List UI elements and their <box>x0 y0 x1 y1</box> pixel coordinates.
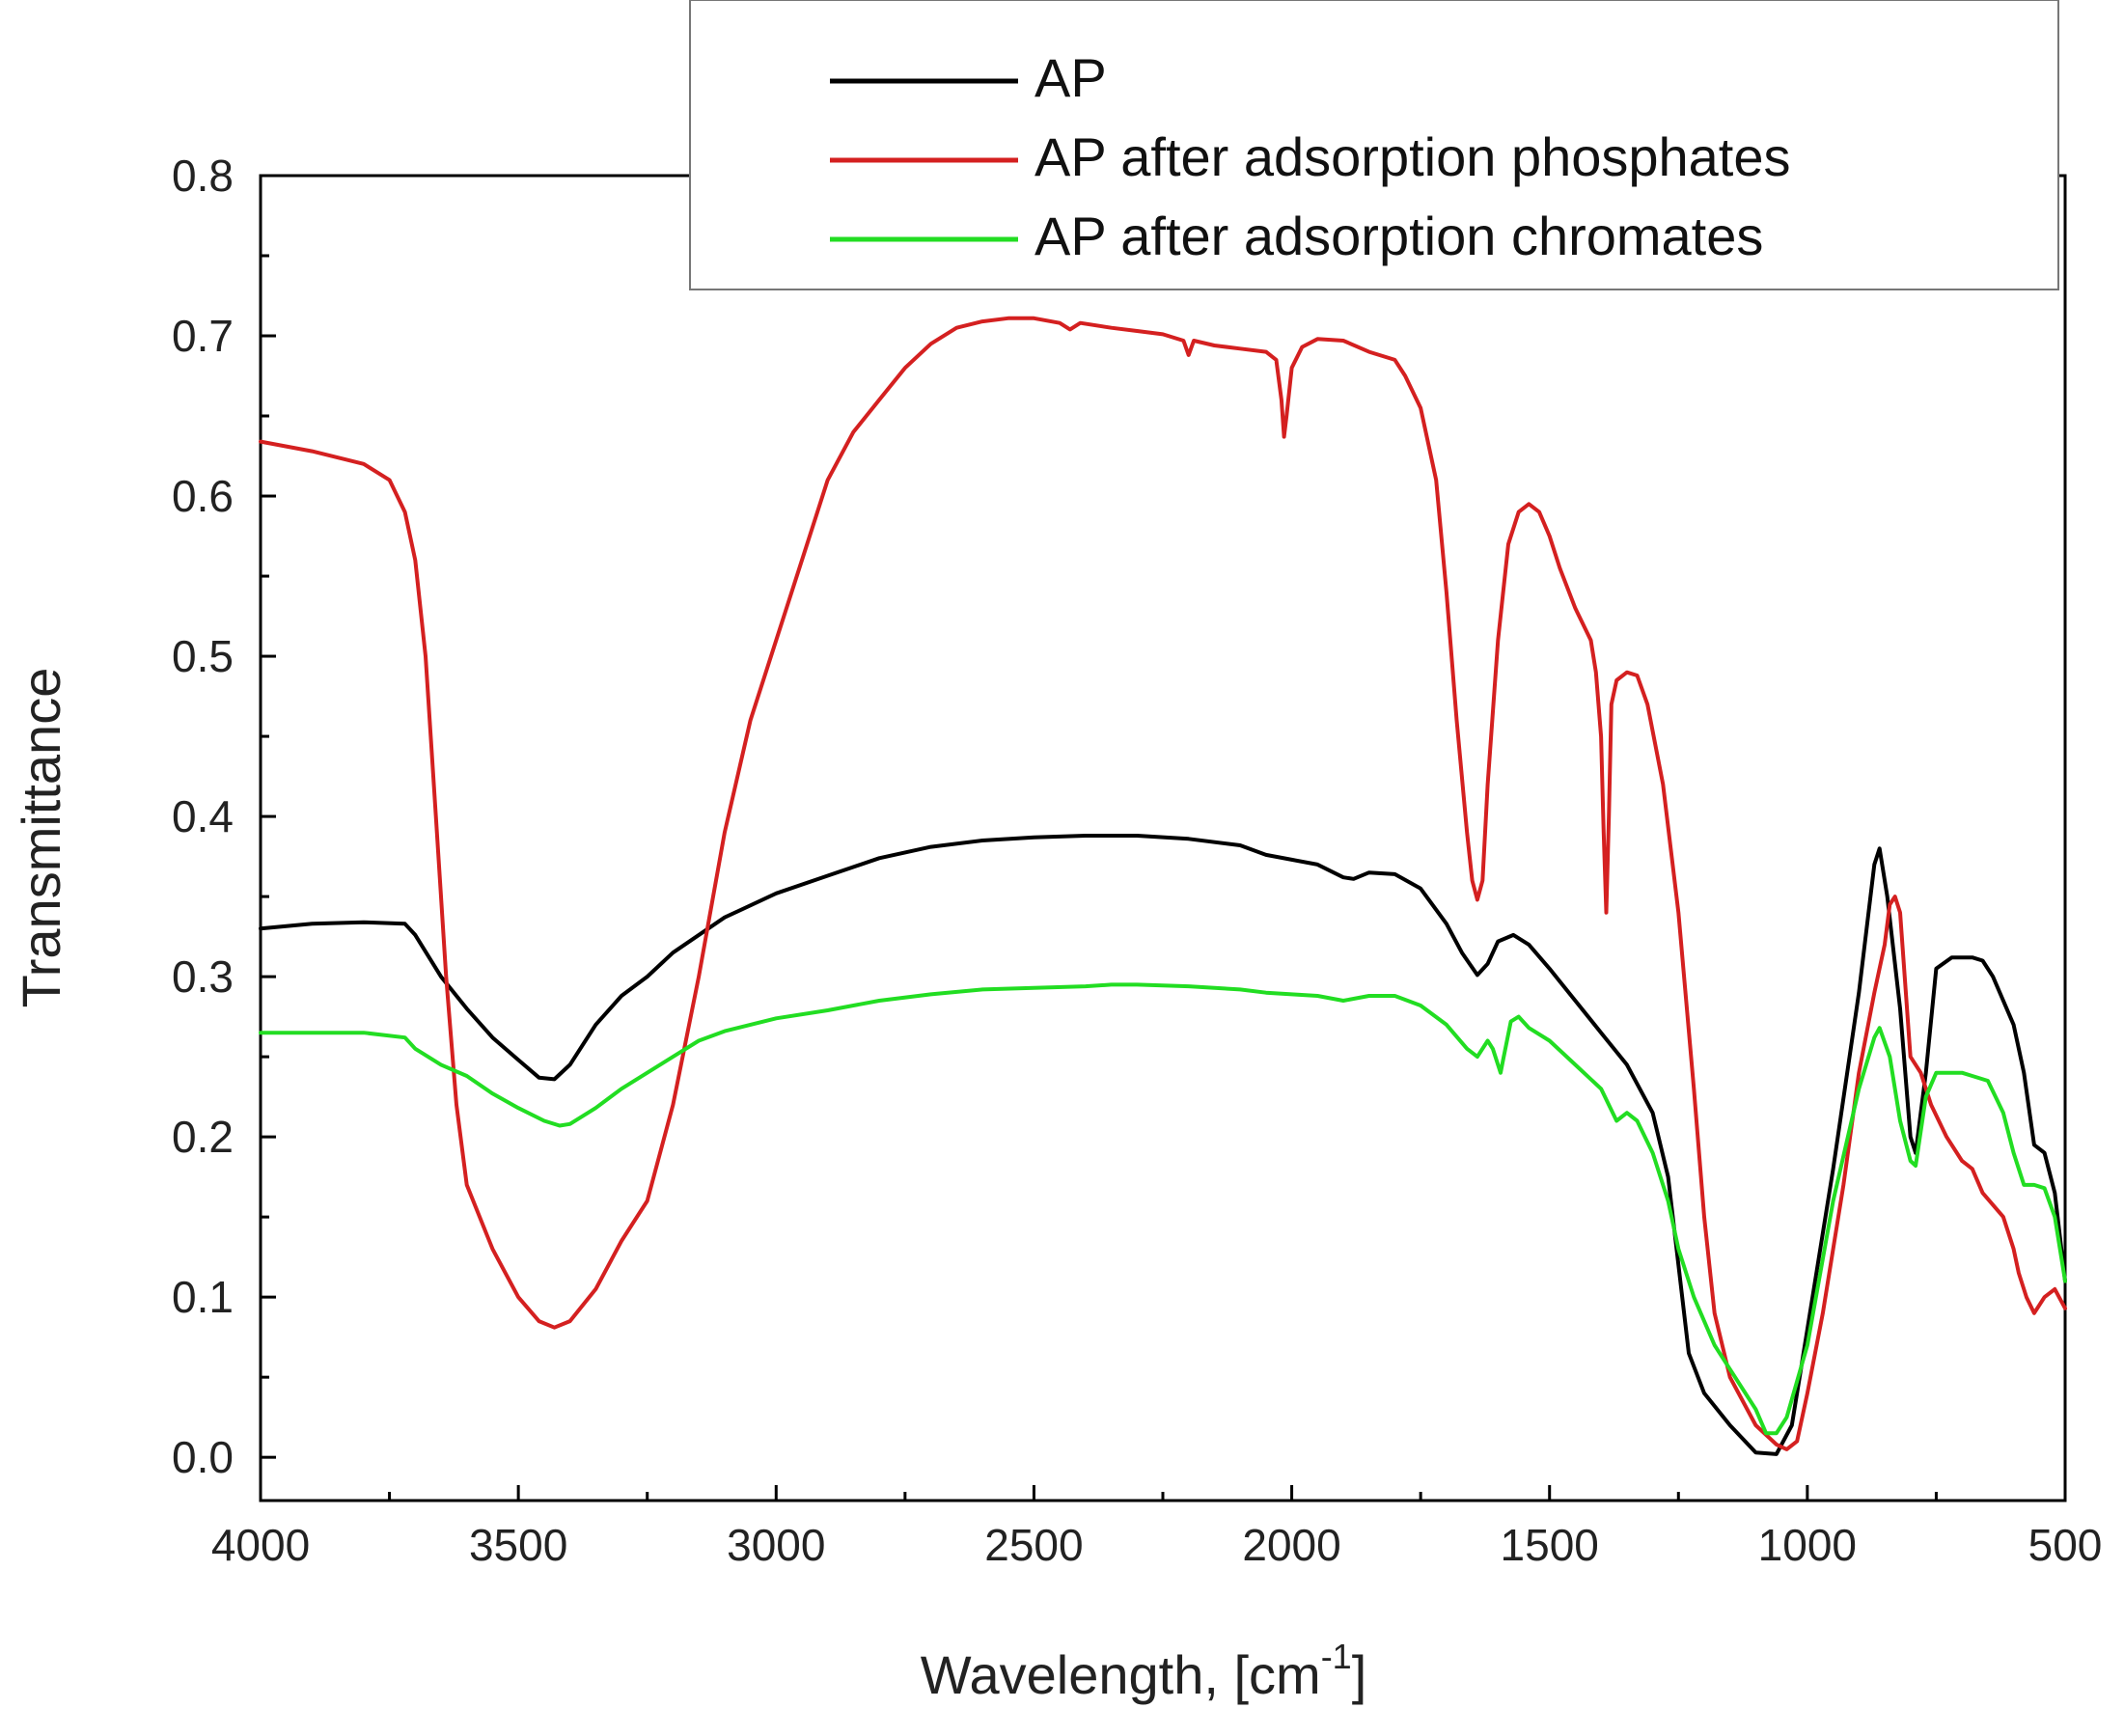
x-axis-label: Wavelength, [cm-1] <box>921 1637 1367 1705</box>
y-tick-label: 0.4 <box>172 791 234 841</box>
series-line-1 <box>259 834 2067 1456</box>
x-tick-label: 3500 <box>469 1520 567 1570</box>
y-axis-label: Transmittance <box>11 668 71 1008</box>
x-axis-ticks: 4000 3500 3000 2500 2000 1500 1000 500 <box>211 1485 2103 1570</box>
y-tick-label: 0.6 <box>172 471 234 521</box>
series-line-3 <box>259 982 2067 1436</box>
y-tick-label: 0.5 <box>172 631 234 681</box>
y-tick-label: 0.7 <box>172 311 234 361</box>
x-tick-label: 2000 <box>1242 1520 1340 1570</box>
x-axis-label-suffix: ] <box>1352 1644 1367 1705</box>
y-tick-label: 0.1 <box>172 1272 234 1322</box>
y-tick-label: 0.0 <box>172 1432 234 1482</box>
x-tick-label: 4000 <box>211 1520 310 1570</box>
legend-label-3: AP after adsorption chromates <box>1034 206 1763 266</box>
x-tick-label: 500 <box>2028 1520 2103 1570</box>
x-tick-label: 3000 <box>727 1520 825 1570</box>
y-tick-label: 0.8 <box>172 151 234 201</box>
x-tick-label: 1000 <box>1758 1520 1857 1570</box>
x-tick-label: 2500 <box>984 1520 1083 1570</box>
legend-entries: AP AP after adsorption phosphates AP after… <box>830 47 1791 266</box>
y-axis-ticks: 0.0 0.1 0.2 0.3 0.4 0.5 0.6 0.7 0.8 <box>172 151 276 1482</box>
series-group <box>259 316 2067 1456</box>
x-tick-label: 1500 <box>1501 1520 1599 1570</box>
legend: AP AP after adsorption phosphates AP after… <box>689 0 2059 290</box>
x-axis-label-main: Wavelength, [cm <box>921 1644 1321 1705</box>
legend-label-2: AP after adsorption phosphates <box>1034 126 1791 187</box>
plot-area: 0.0 0.1 0.2 0.3 0.4 0.5 0.6 0.7 0.8 4000 3500 3000… <box>172 151 2102 1570</box>
x-axis-label-superscript: -1 <box>1321 1637 1352 1676</box>
series-line-2 <box>259 316 2067 1451</box>
legend-label-1: AP <box>1034 47 1107 108</box>
y-tick-label: 0.3 <box>172 951 234 1002</box>
y-tick-label: 0.2 <box>172 1112 234 1162</box>
